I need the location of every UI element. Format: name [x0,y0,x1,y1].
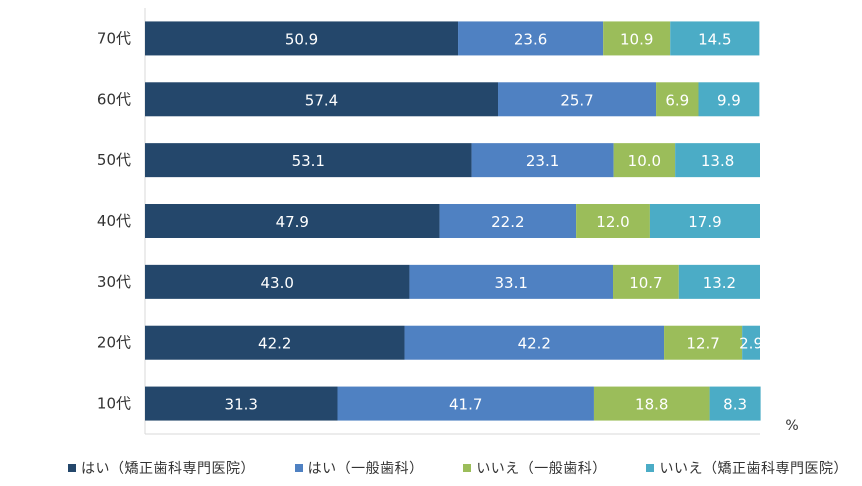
bar-segment [145,21,459,56]
data-label: 31.3 [225,396,258,414]
data-label: 57.4 [305,91,338,109]
category-label: 10代 [97,395,131,413]
bar-segment [576,204,650,238]
data-label: 25.7 [560,91,593,109]
category-label: 70代 [97,29,131,47]
bar-segment [678,264,760,299]
data-label: 12.0 [596,213,629,231]
bar-segment [145,82,499,117]
category-label: 50代 [97,151,131,169]
legend: はい（矯正歯科専門医院） はい（一般歯科） いいえ（一般歯科） いいえ（矯正歯科専門医… [68,458,848,478]
category-label: 60代 [97,90,131,108]
legend-label: はい（矯正歯科専門医院） [81,461,255,477]
data-label: 41.7 [449,396,482,414]
bar-segment [613,264,679,299]
legend-item: いいえ（一般歯科） [463,458,607,478]
legend-swatch [646,464,655,472]
data-label: 17.9 [688,213,721,231]
legend-swatch [294,464,303,472]
data-label: 47.9 [276,213,309,231]
legend-swatch [68,464,76,472]
bar-segment [404,325,665,360]
bar-segment [409,264,614,299]
data-label: 42.2 [258,335,291,353]
bar-segment [145,264,410,299]
unit-label: % [785,418,798,434]
data-label: 2.9 [739,335,763,353]
bar-segment [742,325,760,360]
bar-segment [593,386,710,421]
bar-segment [670,21,760,56]
category-label: 20代 [97,334,131,352]
bar-segment [337,386,594,421]
data-label: 23.1 [526,152,559,170]
data-label: 10.9 [620,30,653,48]
data-label: 43.0 [261,274,294,292]
data-label: 23.6 [514,30,547,48]
data-label: 14.5 [698,30,731,48]
bar-segment [458,21,604,56]
bar-segment [709,386,761,421]
data-label: 22.2 [491,213,524,231]
data-label: 12.7 [686,335,719,353]
legend-label: はい（一般歯科） [307,461,424,477]
category-label: 30代 [97,273,131,291]
bar-segment [675,143,760,178]
data-label: 42.2 [518,335,551,353]
data-label: 10.0 [628,152,661,170]
data-label: 53.1 [292,152,325,170]
data-label: 13.2 [703,274,736,292]
data-label: 6.9 [665,91,689,109]
legend-label: いいえ（一般歯科） [476,461,607,477]
legend-item: はい（矯正歯科専門医院） [68,458,255,478]
bar-segment [145,204,440,238]
data-label: 50.9 [285,30,318,48]
legend-item: いいえ（矯正歯科専門医院） [646,458,848,478]
category-label: 40代 [97,212,131,230]
bar-segment [656,82,699,117]
bar-segment [439,204,577,238]
legend-swatch [463,464,472,472]
bar-segment [498,82,657,117]
bar-segment [664,325,743,360]
bar-segment [613,143,676,178]
bar-segment [603,21,671,56]
data-label: 8.3 [723,396,747,414]
bar-segment [145,143,472,178]
data-label: 33.1 [495,274,528,292]
bar-segment [471,143,614,178]
bar-segment [649,204,760,238]
legend-item: はい（一般歯科） [294,458,424,478]
data-label: 9.9 [717,91,741,109]
bar-segment [145,325,405,360]
data-label: 13.8 [701,152,734,170]
data-label: 18.8 [635,396,668,414]
legend-label: いいえ（矯正歯科専門医院） [659,461,848,477]
bar-segment [698,82,760,117]
bar-segment [145,386,338,421]
data-label: 10.7 [629,274,662,292]
